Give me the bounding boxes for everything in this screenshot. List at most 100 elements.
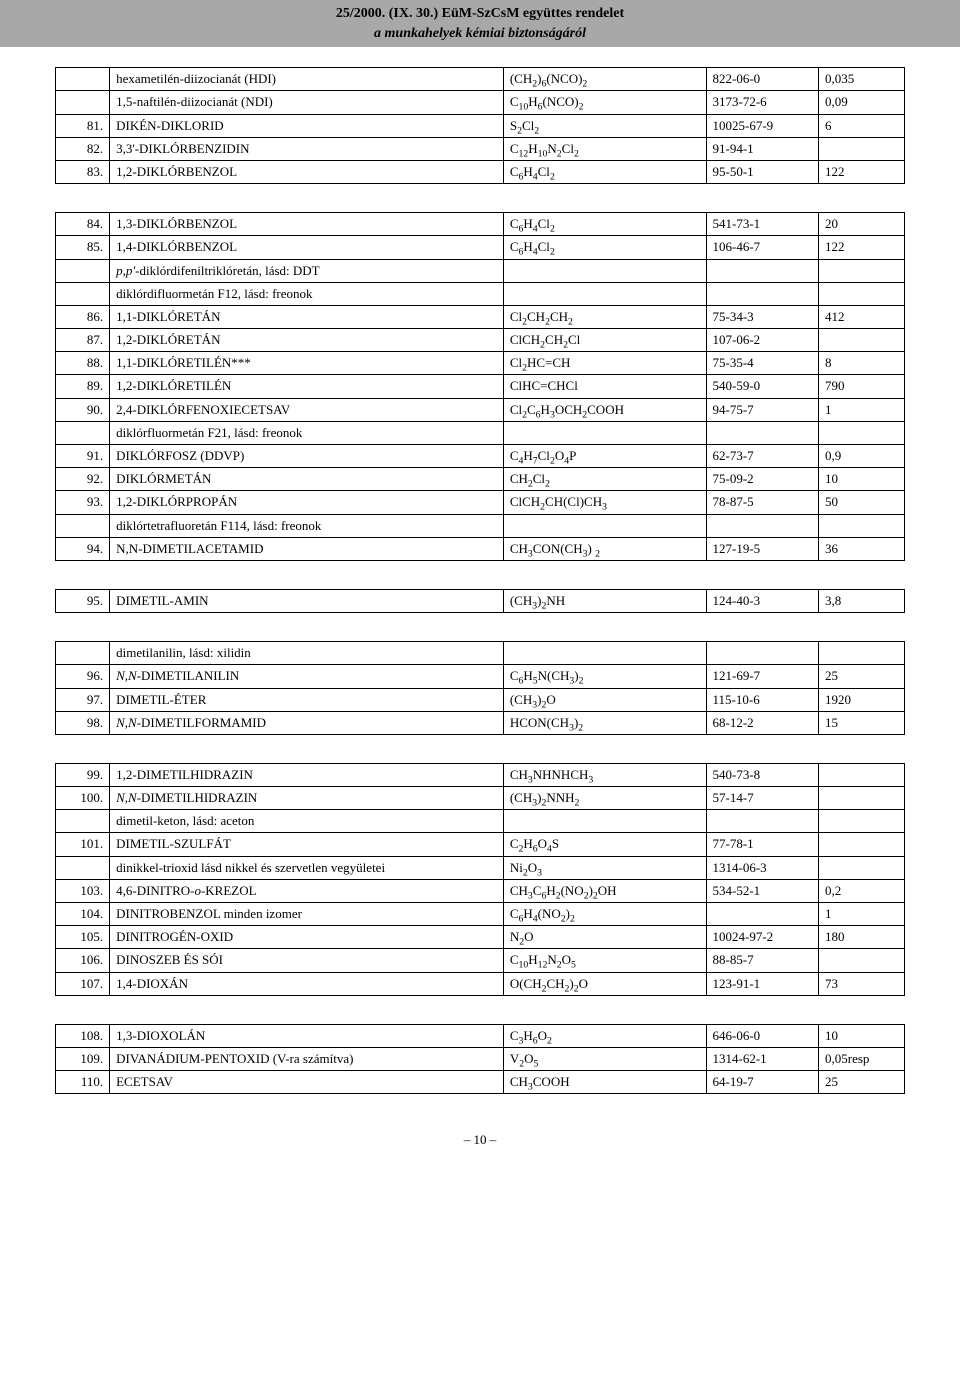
cell-formula <box>503 421 706 444</box>
cell-val: 6 <box>819 114 905 137</box>
cell-num: 85. <box>56 236 110 259</box>
cell-name: 3,3'-DIKLÓRBENZIDIN <box>110 137 504 160</box>
table-row: 99.1,2-DIMETILHIDRAZINCH3NHNHCH3540-73-8 <box>56 763 905 786</box>
table-row: diklórdifluormetán F12, lásd: freonok <box>56 282 905 305</box>
cell-val: 36 <box>819 537 905 560</box>
table-row: 81.DIKÉN-DIKLORIDS2Cl210025-67-96 <box>56 114 905 137</box>
cell-formula: CH2Cl2 <box>503 468 706 491</box>
page-header: 25/2000. (IX. 30.) EüM-SzCsM együttes re… <box>0 0 960 47</box>
cell-cas <box>706 421 818 444</box>
table-row: 89.1,2-DIKLÓRETILÉNClHC=CHCl540-59-0790 <box>56 375 905 398</box>
cell-name: 1,2-DIKLÓRBENZOL <box>110 160 504 183</box>
cell-name: DIMETIL-ÉTER <box>110 688 504 711</box>
cell-val: 10 <box>819 468 905 491</box>
cell-num: 92. <box>56 468 110 491</box>
cell-cas: 75-34-3 <box>706 305 818 328</box>
cell-formula: ClHC=CHCl <box>503 375 706 398</box>
cell-num: 104. <box>56 903 110 926</box>
cell-formula: C10H12N2O5 <box>503 949 706 972</box>
cell-cas: 115-10-6 <box>706 688 818 711</box>
cell-cas: 124-40-3 <box>706 589 818 612</box>
cell-name: 1,4-DIOXÁN <box>110 972 504 995</box>
cell-num: 86. <box>56 305 110 328</box>
cell-name: p,p'-diklórdifeniltriklóretán, lásd: DDT <box>110 259 504 282</box>
table-row: 90.2,4-DIKLÓRFENOXIECETSAVCl2C6H3OCH2COO… <box>56 398 905 421</box>
cell-cas: 91-94-1 <box>706 137 818 160</box>
table-row: 105.DINITROGÉN-OXIDN2O10024-97-2180 <box>56 926 905 949</box>
cell-cas: 68-12-2 <box>706 711 818 734</box>
cell-name: dinikkel-trioxid lásd nikkel és szervetl… <box>110 856 504 879</box>
cell-val: 3,8 <box>819 589 905 612</box>
cell-name: N,N-DIMETILANILIN <box>110 665 504 688</box>
cell-num <box>56 421 110 444</box>
cell-val: 180 <box>819 926 905 949</box>
table-row: 84.1,3-DIKLÓRBENZOLC6H4Cl2541-73-120 <box>56 213 905 236</box>
header-title-line1: 25/2000. (IX. 30.) EüM-SzCsM együttes re… <box>0 4 960 24</box>
cell-formula: Ni2O3 <box>503 856 706 879</box>
cell-num: 89. <box>56 375 110 398</box>
table-row: 86.1,1-DIKLÓRETÁNCl2CH2CH275-34-3412 <box>56 305 905 328</box>
cell-name: DIKLÓRFOSZ (DDVP) <box>110 445 504 468</box>
cell-cas <box>706 642 818 665</box>
cell-val: 0,09 <box>819 91 905 114</box>
cell-num <box>56 68 110 91</box>
cell-cas <box>706 282 818 305</box>
cell-name: N,N-DIMETILACETAMID <box>110 537 504 560</box>
cell-val: 0,035 <box>819 68 905 91</box>
table-row: 101.DIMETIL-SZULFÁTC2H6O4S77-78-1 <box>56 833 905 856</box>
cell-val <box>819 856 905 879</box>
cell-formula: C6H4Cl2 <box>503 213 706 236</box>
table-row: 1,5-naftilén-diizocianát (NDI)C10H6(NCO)… <box>56 91 905 114</box>
cell-cas: 57-14-7 <box>706 787 818 810</box>
cell-val: 73 <box>819 972 905 995</box>
cell-name: 4,6-DINITRO-o-KREZOL <box>110 879 504 902</box>
cell-val: 50 <box>819 491 905 514</box>
table-row: 91.DIKLÓRFOSZ (DDVP)C4H7Cl2O4P62-73-70,9 <box>56 445 905 468</box>
cell-name: DIKÉN-DIKLORID <box>110 114 504 137</box>
table-row: 85.1,4-DIKLÓRBENZOLC6H4Cl2106-46-7122 <box>56 236 905 259</box>
table-row: 98.N,N-DIMETILFORMAMIDHCON(CH3)268-12-21… <box>56 711 905 734</box>
cell-num: 98. <box>56 711 110 734</box>
cell-val: 412 <box>819 305 905 328</box>
table-row: 106.DINOSZEB ÉS SÓIC10H12N2O588-85-7 <box>56 949 905 972</box>
cell-num: 110. <box>56 1071 110 1094</box>
cell-name: N,N-DIMETILHIDRAZIN <box>110 787 504 810</box>
cell-name: 1,5-naftilén-diizocianát (NDI) <box>110 91 504 114</box>
cell-num: 84. <box>56 213 110 236</box>
cell-val <box>819 514 905 537</box>
cell-cas: 123-91-1 <box>706 972 818 995</box>
cell-num <box>56 642 110 665</box>
cell-name: DIMETIL-SZULFÁT <box>110 833 504 856</box>
content-area: hexametilén-diizocianát (HDI)(CH2)6(NCO)… <box>0 47 960 1114</box>
cell-val <box>819 833 905 856</box>
cell-val: 122 <box>819 236 905 259</box>
cell-cas: 121-69-7 <box>706 665 818 688</box>
cell-num: 93. <box>56 491 110 514</box>
cell-cas: 64-19-7 <box>706 1071 818 1094</box>
cell-cas: 3173-72-6 <box>706 91 818 114</box>
cell-name: 2,4-DIKLÓRFENOXIECETSAV <box>110 398 504 421</box>
table-row: 93.1,2-DIKLÓRPROPÁNClCH2CH(Cl)CH378-87-5… <box>56 491 905 514</box>
cell-val: 15 <box>819 711 905 734</box>
cell-val: 0,2 <box>819 879 905 902</box>
table-group-3: 95.DIMETIL-AMIN(CH3)2NH124-40-33,8 <box>55 589 905 613</box>
cell-cas: 540-59-0 <box>706 375 818 398</box>
cell-formula: CH3CON(CH3) 2 <box>503 537 706 560</box>
cell-name: dimetilanilin, lásd: xilidin <box>110 642 504 665</box>
cell-formula <box>503 642 706 665</box>
cell-num: 96. <box>56 665 110 688</box>
cell-name: diklórdifluormetán F12, lásd: freonok <box>110 282 504 305</box>
cell-num: 95. <box>56 589 110 612</box>
cell-cas: 540-73-8 <box>706 763 818 786</box>
cell-cas: 1314-06-3 <box>706 856 818 879</box>
cell-cas: 94-75-7 <box>706 398 818 421</box>
cell-name: 1,3-DIKLÓRBENZOL <box>110 213 504 236</box>
header-title-line2: a munkahelyek kémiai biztonságáról <box>0 24 960 44</box>
table-group-5: 99.1,2-DIMETILHIDRAZINCH3NHNHCH3540-73-8… <box>55 763 905 996</box>
cell-cas: 75-09-2 <box>706 468 818 491</box>
cell-cas <box>706 259 818 282</box>
table-row: diklórtetrafluoretán F114, lásd: freonok <box>56 514 905 537</box>
cell-num: 88. <box>56 352 110 375</box>
cell-formula <box>503 810 706 833</box>
cell-formula: V2O5 <box>503 1047 706 1070</box>
